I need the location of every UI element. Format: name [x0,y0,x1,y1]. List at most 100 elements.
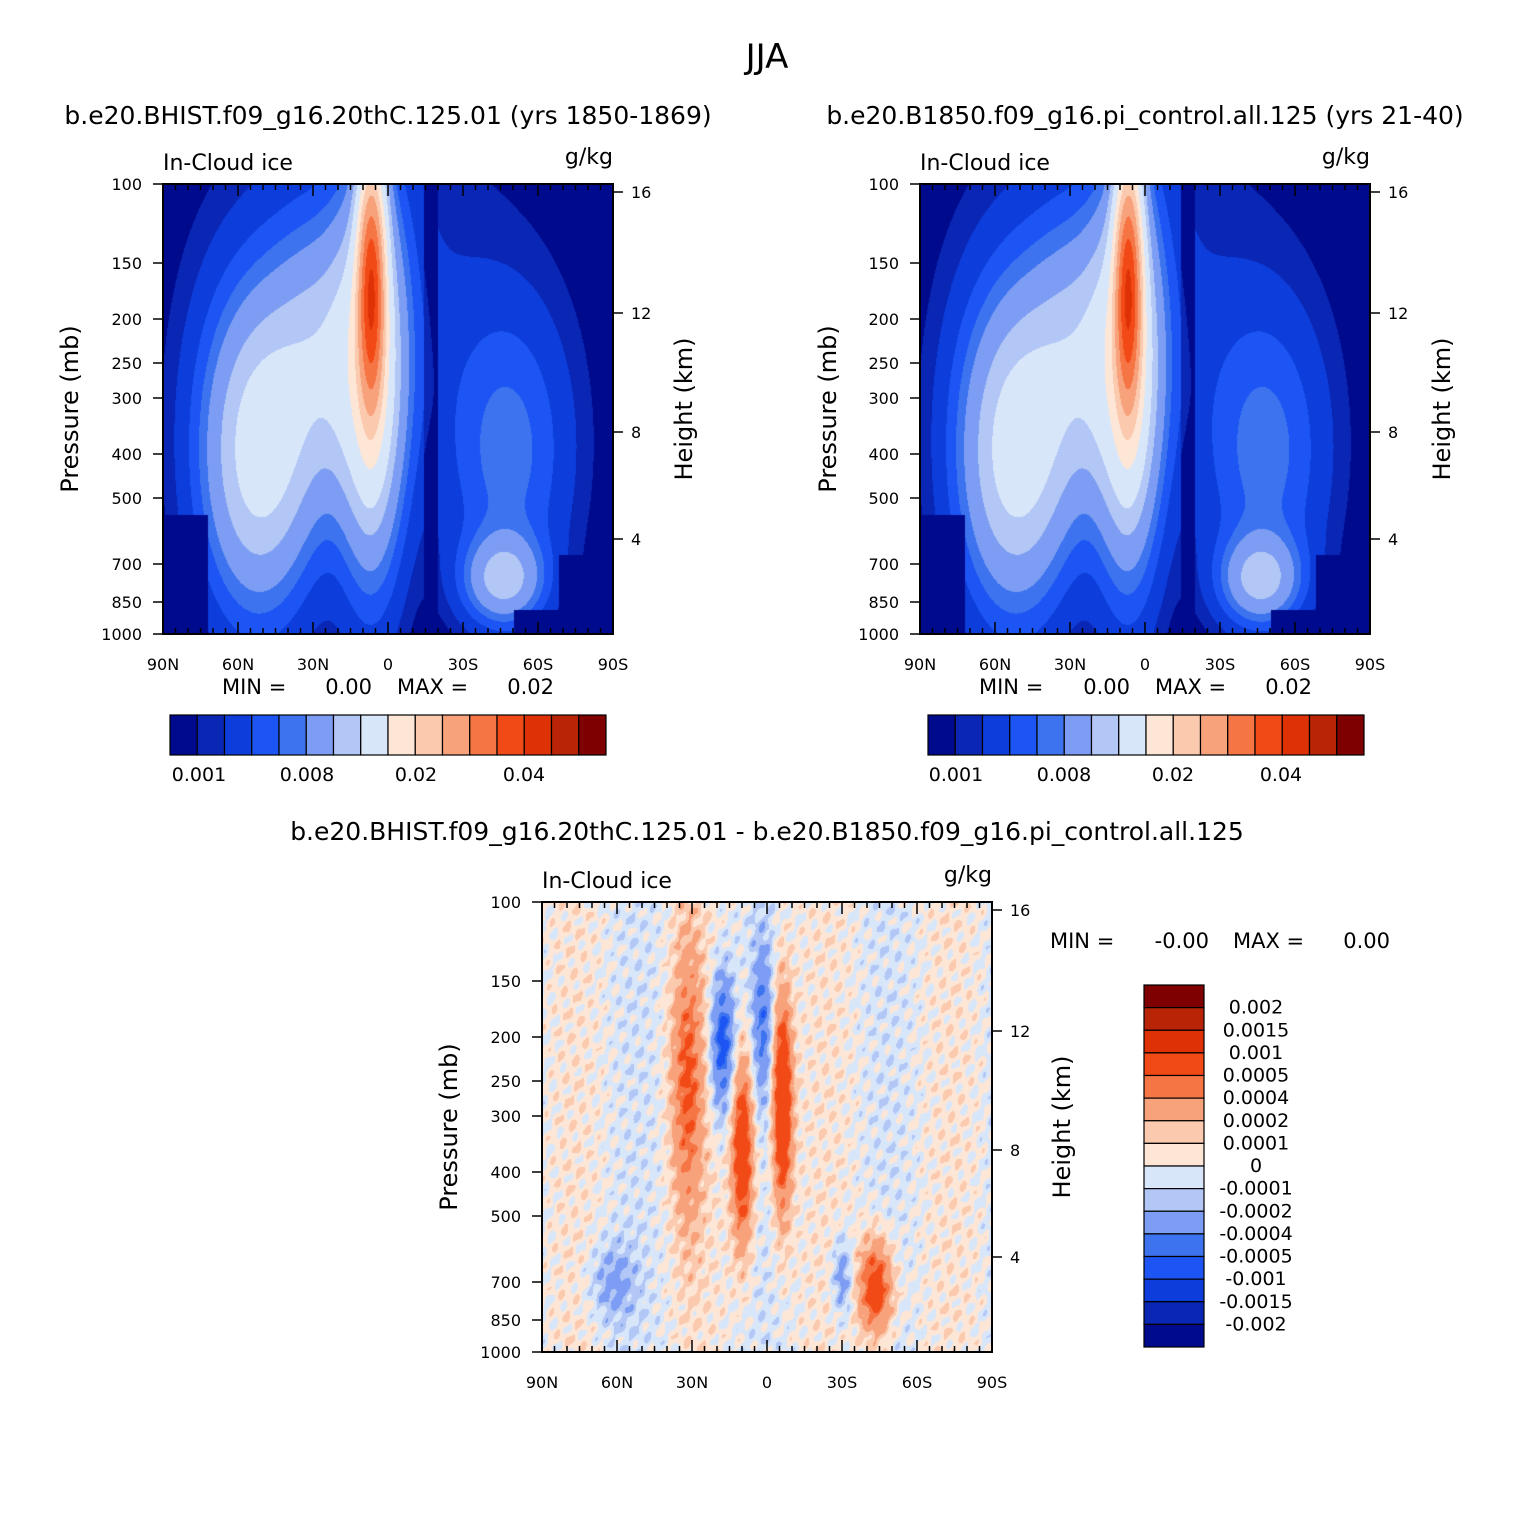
colorbar-swatch [441,714,471,756]
colorbar-swatch [496,714,525,756]
diff-max-label: MAX = [1233,929,1304,953]
left-ytick-label: 250 [111,354,142,373]
left-xtick-label: 90S [598,655,629,674]
diff-colorbar-label: 0.0005 [1223,1065,1289,1087]
left-max-label: MAX = [397,675,468,699]
left-ytick-label: 200 [111,310,142,329]
right-panel: In-Cloud ice g/kg Pressure (mb) Height (… [814,145,1456,786]
diff-y2tick-label: 4 [1010,1248,1020,1267]
right-ytick-label: 250 [868,354,899,373]
colorbar-swatch [1143,1029,1205,1054]
right-colorbar-label: 0.02 [1152,764,1194,786]
right-ytick-label: 1000 [858,625,899,644]
left-ylabel-right: Height (km) [670,338,698,481]
colorbar-swatch [169,714,198,756]
colorbar-swatch [223,714,253,756]
left-xtick-label: 60N [222,655,254,674]
colorbar-swatch [469,714,498,756]
colorbar-swatch [387,714,416,756]
right-ytick-label: 200 [868,310,899,329]
colorbar-swatch [251,714,280,756]
left-colorbar-label: 0.04 [503,764,545,786]
diff-xtick-label: 90N [526,1373,558,1392]
left-ytick-label: 850 [111,593,142,612]
diff-xtick-label: 0 [762,1373,772,1392]
diff-units-label: g/kg [944,863,992,888]
left-ytick-label: 100 [111,175,142,194]
colorbar-swatch [1143,1323,1205,1348]
colorbar-swatch [332,714,362,756]
right-max-value: 0.02 [1265,675,1312,699]
diff-xtick-label: 60S [902,1373,933,1392]
right-colorbar-label: 0.001 [929,764,983,786]
left-min-label: MIN = [222,675,286,699]
left-xtick-label: 30S [448,655,479,674]
colorbar-swatch [1090,714,1120,756]
diff-ytick-label: 700 [490,1273,521,1292]
left-ylabel: Pressure (mb) [56,325,84,492]
diff-min-label: MIN = [1050,929,1114,953]
diff-panel-title: b.e20.BHIST.f09_g16.20thC.125.01 - b.e20… [290,817,1244,846]
diff-colorbar-label: 0.001 [1229,1042,1283,1064]
colorbar-swatch [578,714,607,756]
colorbar-swatch [1009,714,1038,756]
diff-colorbar-label: -0.0005 [1219,1246,1292,1268]
diff-colorbar-label: 0.0002 [1223,1110,1289,1132]
colorbar-swatch [1308,714,1338,756]
diff-max-value: 0.00 [1343,929,1390,953]
right-xtick-label: 60S [1280,655,1311,674]
left-ytick-label: 500 [111,489,142,508]
left-variable-label: In-Cloud ice [163,151,293,176]
left-panel: In-Cloud ice g/kg Pressure (mb) Height (… [56,145,698,786]
colorbar-swatch [1143,1278,1205,1303]
colorbar-swatch [1172,714,1202,756]
diff-colorbar-label: 0.0001 [1223,1132,1289,1154]
colorbar-swatch [360,714,389,756]
left-xtick-label: 90N [147,655,179,674]
colorbar-swatch [1227,714,1256,756]
colorbar-swatch [1143,1255,1205,1280]
diff-ytick-label: 400 [490,1163,521,1182]
colorbar-swatch [1143,1301,1205,1325]
left-ytick-label: 300 [111,389,142,408]
right-y2tick-label: 16 [1388,183,1408,202]
diff-ytick-label: 850 [490,1311,521,1330]
colorbar-swatch [305,714,335,756]
left-ytick-label: 700 [111,555,142,574]
left-ytick-label: 1000 [101,625,142,644]
left-min-value: 0.00 [325,675,372,699]
diff-y2tick-label: 12 [1010,1022,1030,1041]
diff-colorbar-label: -0.0015 [1219,1291,1292,1313]
right-ytick-label: 300 [868,389,899,408]
right-min-value: 0.00 [1083,675,1130,699]
colorbar-swatch [1143,1097,1205,1122]
left-colorbar-label: 0.001 [172,764,226,786]
colorbar-swatch [1143,1052,1205,1077]
right-ylabel-right: Height (km) [1428,338,1456,481]
diff-colorbar-label: 0.002 [1229,997,1283,1019]
right-xtick-label: 30S [1205,655,1236,674]
right-xtick-label: 60N [979,655,1011,674]
right-y2tick-label: 4 [1388,530,1398,549]
right-ytick-label: 400 [868,445,899,464]
left-y2tick-label: 16 [631,183,651,202]
diff-min-value: -0.00 [1155,929,1209,953]
diff-y2tick-label: 16 [1010,901,1030,920]
colorbar-swatch [1254,714,1283,756]
right-ytick-label: 500 [868,489,899,508]
colorbar-swatch [927,714,956,756]
colorbar-swatch [1036,714,1065,756]
right-ytick-label: 700 [868,555,899,574]
diff-xtick-label: 30N [676,1373,708,1392]
diff-colorbar-label: 0.0004 [1223,1087,1289,1109]
diff-xtick-label: 30S [827,1373,858,1392]
left-panel-title: b.e20.BHIST.f09_g16.20thC.125.01 (yrs 18… [64,101,711,130]
diff-panel: In-Cloud ice g/kg Pressure (mb) Height (… [435,863,1390,1392]
right-ytick-label: 150 [868,254,899,273]
colorbar-swatch [278,714,307,756]
colorbar-swatch [1143,1007,1205,1031]
colorbar-swatch [1281,714,1311,756]
right-xtick-label: 0 [1140,655,1150,674]
left-y2tick-label: 4 [631,530,641,549]
